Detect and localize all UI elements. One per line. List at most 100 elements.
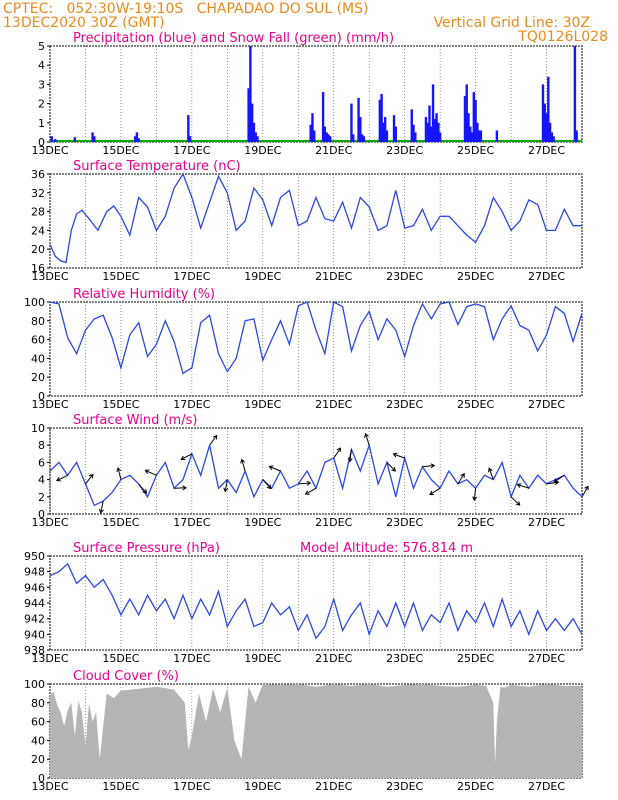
precip-bar	[548, 122, 552, 142]
precip-bar	[328, 136, 332, 142]
header-datetime: 13DEC2020 30Z (GMT)	[3, 15, 165, 31]
wind-arrow-head	[142, 489, 148, 494]
precip-bar	[385, 130, 389, 142]
y-tick-label: 80	[31, 697, 45, 710]
wind-arrow	[365, 433, 370, 446]
panel-frame	[49, 173, 583, 269]
wind-arrow-head	[182, 485, 188, 491]
precip-bar	[412, 124, 415, 142]
precip-bar	[133, 136, 137, 142]
x-tick-label: 19DEC	[244, 270, 281, 283]
precip-bar	[93, 136, 96, 142]
precip-bar	[552, 136, 555, 142]
wind-arrow	[386, 462, 396, 472]
wind-arrow	[100, 500, 104, 513]
x-tick-label: 27DEC	[528, 780, 565, 793]
precip-bar	[311, 113, 314, 142]
wind-arrow-head	[88, 473, 94, 479]
precip-bar	[550, 132, 554, 142]
header-station: CPTEC: 052:30W-19:10S CHAPADAO DO SUL (M…	[3, 1, 369, 17]
precip-bar	[438, 132, 442, 142]
y-tick-label: 5	[38, 40, 45, 53]
precip-bar	[249, 46, 252, 142]
precip-bar	[424, 117, 428, 142]
wind-arrow	[333, 447, 341, 459]
y-tick-label: 60	[31, 716, 45, 729]
header-grid-note: Vertical Grid Line: 30Z	[433, 15, 590, 31]
precip-bar	[252, 122, 256, 142]
wind-arrow	[488, 468, 494, 480]
wind-arrow	[349, 449, 352, 462]
wind-arrow-head	[364, 432, 369, 438]
precip-bar	[430, 126, 433, 142]
x-tick-label: 23DEC	[386, 144, 423, 157]
precip-bar	[573, 46, 577, 142]
x-tick-label: 27DEC	[528, 516, 565, 529]
y-tick-label: 0	[38, 136, 45, 149]
y-tick-label: 24	[31, 224, 45, 237]
wind-arrow-head	[304, 490, 310, 495]
x-tick-label: 13DEC	[31, 398, 68, 411]
wind-arrow	[298, 482, 311, 485]
y-tick-label: 4	[38, 59, 45, 72]
precip-bar	[137, 138, 140, 142]
x-tick-label: 15DEC	[102, 398, 139, 411]
precip-bar	[247, 88, 250, 142]
wind-arrow	[305, 487, 317, 495]
precip-bar	[495, 130, 499, 142]
panel-title: Relative Humidity (%)	[73, 287, 215, 302]
precip-bar	[383, 117, 387, 142]
wind-arrow	[56, 474, 68, 482]
precip-bar	[188, 136, 192, 142]
wind-arrow-head	[391, 466, 396, 472]
x-tick-label: 13DEC	[31, 144, 68, 157]
x-tick-label: 23DEC	[386, 398, 423, 411]
y-tick-label: 16	[31, 262, 45, 275]
x-tick-label: 17DEC	[173, 144, 210, 157]
precip-bar	[392, 115, 396, 142]
wind-arrow-head	[268, 465, 274, 471]
precip-bar	[545, 113, 548, 142]
wind-arrow	[224, 479, 228, 492]
precip-bar	[254, 132, 257, 142]
precip-bar	[309, 124, 312, 142]
wind-arrow	[429, 487, 441, 495]
x-tick-label: 19DEC	[244, 144, 281, 157]
wind-arrow	[269, 466, 281, 472]
precip-bar	[135, 132, 139, 142]
panel-annotation: Model Altitude: 576.814 m	[300, 541, 473, 556]
precip-bar	[469, 126, 472, 142]
y-tick-label: 36	[31, 168, 45, 181]
x-tick-label: 15DEC	[102, 270, 139, 283]
x-tick-label: 15DEC	[102, 652, 139, 665]
x-tick-label: 25DEC	[457, 144, 494, 157]
panel-frame	[49, 427, 583, 515]
precip-bar	[357, 97, 360, 142]
wind-arrow-head	[460, 472, 465, 478]
wind-arrow-head	[336, 447, 341, 453]
precip-bar	[325, 132, 328, 142]
y-tick-label: 40	[31, 734, 45, 747]
precip-bar	[470, 132, 474, 142]
panel-title: Surface Temperature (nC)	[73, 159, 241, 174]
y-tick-label: 950	[24, 550, 45, 563]
wind-arrow	[581, 486, 589, 498]
panel-frame	[49, 301, 583, 397]
wind-arrow-head	[266, 484, 272, 490]
precip-bar	[323, 126, 327, 142]
precip-bar	[410, 109, 413, 142]
precip-bar	[465, 84, 468, 142]
precip-bar	[394, 126, 397, 142]
wind-series	[49, 442, 583, 507]
precip-bar	[380, 94, 383, 142]
y-tick-label: 20	[31, 753, 45, 766]
x-tick-label: 17DEC	[173, 652, 210, 665]
wind-arrow	[546, 481, 559, 485]
precip-bar	[477, 130, 481, 142]
precip-bar	[575, 130, 578, 142]
wind-arrow-head	[347, 457, 353, 463]
x-tick-label: 25DEC	[457, 652, 494, 665]
wind-arrow	[393, 453, 405, 459]
precip-bar	[467, 113, 470, 142]
x-tick-label: 23DEC	[386, 652, 423, 665]
